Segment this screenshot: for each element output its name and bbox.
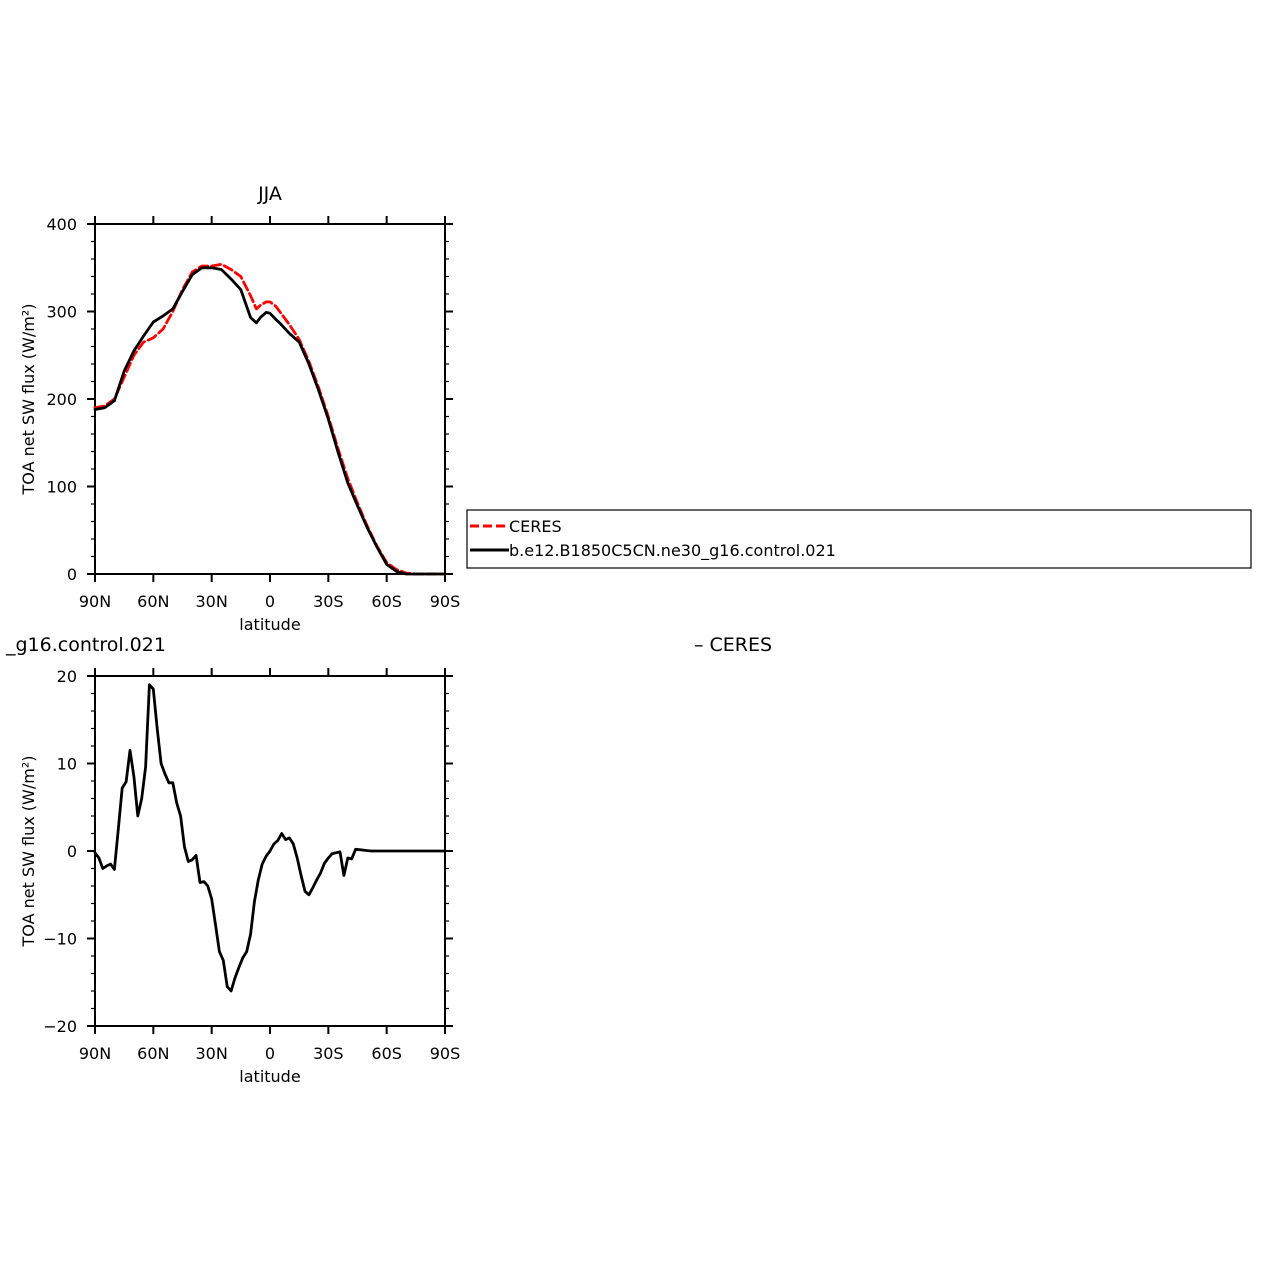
y-tick-label: 400	[46, 215, 77, 234]
y-tick-label: 10	[57, 755, 77, 774]
y-tick-labels: −20 −10 0 10 20	[43, 667, 77, 1036]
y-tick-label: 100	[46, 478, 77, 497]
series-line-ceres	[93, 262, 447, 576]
x-axis-label: latitude	[239, 615, 300, 634]
x-tick-label: 60N	[137, 1044, 169, 1063]
y-tick-labels: 0 100 200 300 400	[46, 215, 77, 584]
series-line-model	[93, 266, 447, 576]
tick-marks	[87, 216, 453, 582]
x-tick-labels: 90N 60N 30N 0 30S 60S 90S	[79, 1044, 460, 1063]
y-tick-label: −20	[43, 1017, 77, 1036]
x-tick-label: 90S	[430, 1044, 461, 1063]
x-tick-labels: 90N 60N 30N 0 30S 60S 90S	[79, 592, 460, 611]
y-axis-label: TOA net SW flux (W/m²)	[19, 304, 38, 496]
series-line-model	[93, 683, 447, 993]
legend-label-ceres: CERES	[509, 517, 562, 536]
series-group	[93, 683, 447, 993]
x-tick-label: 60S	[371, 592, 402, 611]
x-tick-label: 30N	[196, 1044, 228, 1063]
y-tick-label: 300	[46, 303, 77, 322]
plot-frame	[94, 223, 446, 575]
x-tick-label: 90N	[79, 1044, 111, 1063]
x-tick-label: 60N	[137, 592, 169, 611]
x-tick-label: 60S	[371, 1044, 402, 1063]
y-tick-label: −10	[43, 930, 77, 949]
y-axis-label: TOA net SW flux (W/m²)	[19, 756, 38, 948]
panel-top: JJA 0 100 200 300 400 90N 60N 30N 0 30S 60S 90S la…	[19, 183, 460, 634]
legend-box	[466, 509, 1252, 569]
x-axis-label: latitude	[239, 1067, 300, 1086]
y-tick-label: 200	[46, 390, 77, 409]
difference-title-right: – CERES	[694, 634, 772, 656]
chart-title: JJA	[257, 183, 282, 205]
difference-title-left: _g16.control.021	[5, 634, 166, 656]
legend-label-model: b.e12.B1850C5CN.ne30_g16.control.021	[509, 541, 836, 561]
x-tick-label: 90S	[430, 592, 461, 611]
y-tick-label: 0	[67, 565, 77, 584]
series-group	[93, 262, 447, 576]
tick-marks	[87, 668, 453, 1034]
legend: CERES b.e12.B1850C5CN.ne30_g16.control.0…	[466, 509, 1252, 569]
x-tick-label: 30N	[196, 592, 228, 611]
x-tick-label: 0	[265, 1044, 275, 1063]
y-tick-label: 0	[67, 842, 77, 861]
x-tick-label: 30S	[313, 592, 344, 611]
x-tick-label: 0	[265, 592, 275, 611]
y-tick-label: 20	[57, 667, 77, 686]
x-tick-label: 30S	[313, 1044, 344, 1063]
x-tick-label: 90N	[79, 592, 111, 611]
panel-bottom: _g16.control.021 – CERES −20 −10 0 10 20 90N…	[5, 634, 772, 1086]
